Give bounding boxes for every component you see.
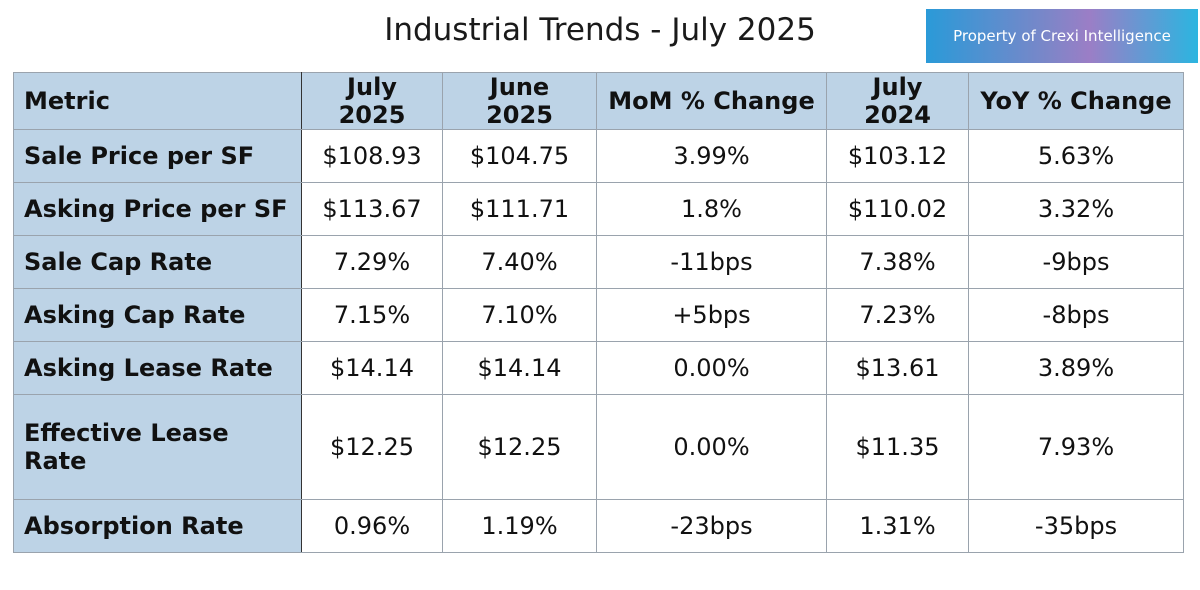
- cell-july-2024: $11.35: [826, 394, 969, 500]
- cell-mom-change: 3.99%: [596, 128, 827, 184]
- cell-july-2025: $14.14: [301, 341, 443, 396]
- cell-june-2025: 7.40%: [442, 235, 597, 290]
- cell-metric: Sale Price per SF: [13, 128, 302, 184]
- cell-metric: Asking Price per SF: [13, 182, 302, 237]
- cell-yoy-change: 3.32%: [968, 182, 1184, 237]
- column-header-mom-change: MoM % Change: [596, 72, 827, 130]
- cell-mom-change: +5bps: [596, 288, 827, 343]
- cell-july-2025: $108.93: [301, 128, 443, 184]
- cell-june-2025: $12.25: [442, 394, 597, 500]
- table-row: Sale Cap Rate 7.29% 7.40% -11bps 7.38% -9bps: [13, 235, 1184, 290]
- cell-metric: Asking Lease Rate: [13, 341, 302, 396]
- industrial-trends-table: Metric July 2025 June 2025 MoM % Change …: [13, 72, 1184, 554]
- cell-july-2024: 7.23%: [826, 288, 969, 343]
- cell-july-2025: 7.29%: [301, 235, 443, 290]
- cell-metric: Asking Cap Rate: [13, 288, 302, 343]
- cell-june-2025: 7.10%: [442, 288, 597, 343]
- cell-metric: Effective Lease Rate: [13, 394, 302, 500]
- cell-june-2025: $104.75: [442, 128, 597, 184]
- cell-mom-change: 0.00%: [596, 341, 827, 396]
- cell-june-2025: 1.19%: [442, 498, 597, 554]
- cell-july-2024: $110.02: [826, 182, 969, 237]
- cell-july-2024: $103.12: [826, 128, 969, 184]
- cell-july-2025: 7.15%: [301, 288, 443, 343]
- cell-yoy-change: 5.63%: [968, 128, 1184, 184]
- cell-yoy-change: 3.89%: [968, 341, 1184, 396]
- cell-june-2025: $14.14: [442, 341, 597, 396]
- table-row: Sale Price per SF $108.93 $104.75 3.99% $103…: [13, 128, 1184, 184]
- table-row: Asking Cap Rate 7.15% 7.10% +5bps 7.23% -8bps: [13, 288, 1184, 343]
- table-row: Asking Lease Rate $14.14 $14.14 0.00% $13.61…: [13, 341, 1184, 396]
- crexi-watermark-badge: Property of Crexi Intelligence: [926, 9, 1198, 63]
- cell-yoy-change: -8bps: [968, 288, 1184, 343]
- column-header-july-2025: July 2025: [301, 72, 443, 130]
- column-header-metric: Metric: [13, 72, 302, 130]
- cell-july-2025: $12.25: [301, 394, 443, 500]
- column-header-july-2024: July 2024: [826, 72, 969, 130]
- cell-yoy-change: -35bps: [968, 498, 1184, 554]
- cell-july-2025: $113.67: [301, 182, 443, 237]
- table-row: Effective Lease Rate $12.25 $12.25 0.00% $11…: [13, 394, 1184, 500]
- table-header-row: Metric July 2025 June 2025 MoM % Change …: [13, 72, 1184, 130]
- table-row: Absorption Rate 0.96% 1.19% -23bps 1.31% -35b…: [13, 498, 1184, 554]
- cell-yoy-change: 7.93%: [968, 394, 1184, 500]
- page-title: Industrial Trends - July 2025: [384, 12, 816, 48]
- table-row: Asking Price per SF $113.67 $111.71 1.8% $11…: [13, 182, 1184, 237]
- cell-mom-change: 1.8%: [596, 182, 827, 237]
- column-header-june-2025: June 2025: [442, 72, 597, 130]
- cell-mom-change: -11bps: [596, 235, 827, 290]
- cell-mom-change: -23bps: [596, 498, 827, 554]
- cell-mom-change: 0.00%: [596, 394, 827, 500]
- cell-metric: Absorption Rate: [13, 498, 302, 554]
- cell-metric: Sale Cap Rate: [13, 235, 302, 290]
- cell-july-2024: 7.38%: [826, 235, 969, 290]
- column-header-yoy-change: YoY % Change: [968, 72, 1184, 130]
- cell-july-2025: 0.96%: [301, 498, 443, 554]
- cell-yoy-change: -9bps: [968, 235, 1184, 290]
- cell-july-2024: $13.61: [826, 341, 969, 396]
- cell-june-2025: $111.71: [442, 182, 597, 237]
- cell-july-2024: 1.31%: [826, 498, 969, 554]
